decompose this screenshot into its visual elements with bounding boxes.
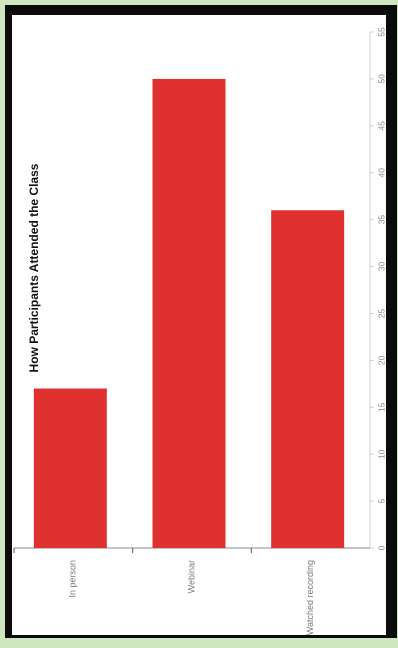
value-tick-label: 25 xyxy=(376,308,386,318)
bar-webinar xyxy=(152,78,226,548)
value-tick-label: 55 xyxy=(376,27,386,37)
value-tick-label: 15 xyxy=(376,402,386,412)
value-axis: 0 5 10 15 20 25 30 35 40 45 50 55 xyxy=(369,27,386,550)
value-tick-label: 20 xyxy=(376,355,386,365)
chart-title: How Participants Attended the Class xyxy=(27,163,41,372)
value-tick-label: 40 xyxy=(376,168,386,178)
value-tick-label: 30 xyxy=(376,262,386,272)
category-label: Webinar xyxy=(186,560,196,593)
bar-in-person xyxy=(33,388,107,548)
value-tick-label: 0 xyxy=(376,545,386,550)
value-tick-label: 50 xyxy=(376,74,386,84)
bar-watched-recording xyxy=(271,210,345,548)
value-tick-label: 10 xyxy=(376,449,386,459)
value-tick-label: 5 xyxy=(376,498,386,503)
bars xyxy=(33,78,345,548)
category-label: In person xyxy=(68,560,78,598)
value-tick-label: 35 xyxy=(376,215,386,225)
value-tick-label: 45 xyxy=(376,121,386,131)
category-label: Watched recording xyxy=(305,560,315,635)
category-axis: In person Webinar Watched recording xyxy=(13,547,370,635)
